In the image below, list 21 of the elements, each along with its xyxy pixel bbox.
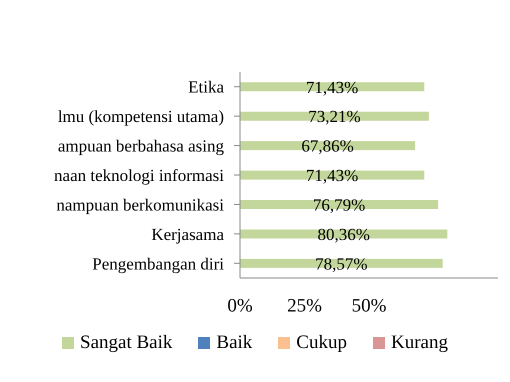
y-tick-label: lmu (kompetensi utama) [58, 107, 224, 126]
data-label: 67,86% [301, 136, 354, 156]
y-tick-label: Etika [188, 78, 224, 97]
data-label: 76,79% [312, 196, 366, 215]
data-label: 80,36% [317, 224, 370, 244]
legend-label: Sangat Baik [80, 332, 172, 354]
legend-label: Baik [216, 332, 252, 354]
y-tick-label: nampuan berkomunikasi [56, 195, 224, 214]
y-tick-label: naan teknologi informasi [54, 166, 224, 185]
x-tick-label: 25% [287, 295, 322, 316]
legend-label: Kurang [390, 332, 448, 354]
x-tick-label: 0% [227, 295, 253, 316]
x-tick-label: 50% [352, 295, 387, 316]
data-label: 71,43% [306, 166, 358, 186]
data-label: 71,43% [306, 78, 358, 97]
y-tick-label: Kerjasama [151, 224, 224, 244]
y-tick-label: Pengembangan diri [92, 254, 224, 274]
legend-label: Cukup [296, 332, 347, 354]
data-label: 78,57% [315, 254, 368, 274]
y-tick-label: ampuan berbahasa asing [58, 136, 224, 156]
data-label: 73,21% [308, 107, 361, 126]
